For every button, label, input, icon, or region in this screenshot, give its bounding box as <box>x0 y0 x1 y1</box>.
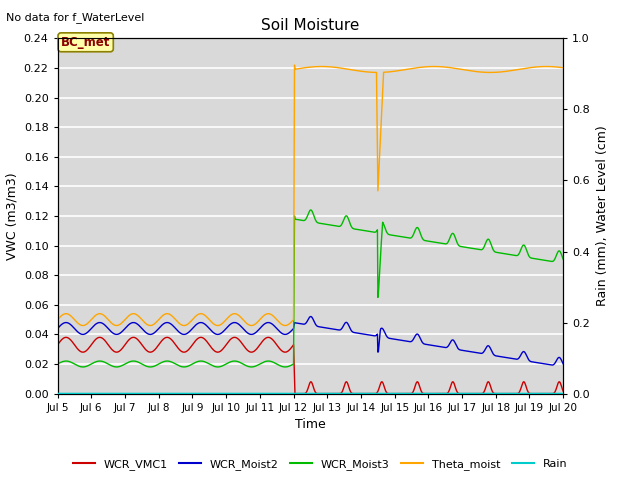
Y-axis label: VWC (m3/m3): VWC (m3/m3) <box>5 172 18 260</box>
Legend: WCR_VMC1, WCR_Moist2, WCR_Moist3, Theta_moist, Rain: WCR_VMC1, WCR_Moist2, WCR_Moist3, Theta_… <box>68 455 572 474</box>
Text: No data for f_WaterLevel: No data for f_WaterLevel <box>6 12 145 23</box>
X-axis label: Time: Time <box>295 418 326 431</box>
Text: BC_met: BC_met <box>61 36 110 49</box>
Y-axis label: Rain (mm), Water Level (cm): Rain (mm), Water Level (cm) <box>596 126 609 306</box>
Title: Soil Moisture: Soil Moisture <box>261 18 360 33</box>
